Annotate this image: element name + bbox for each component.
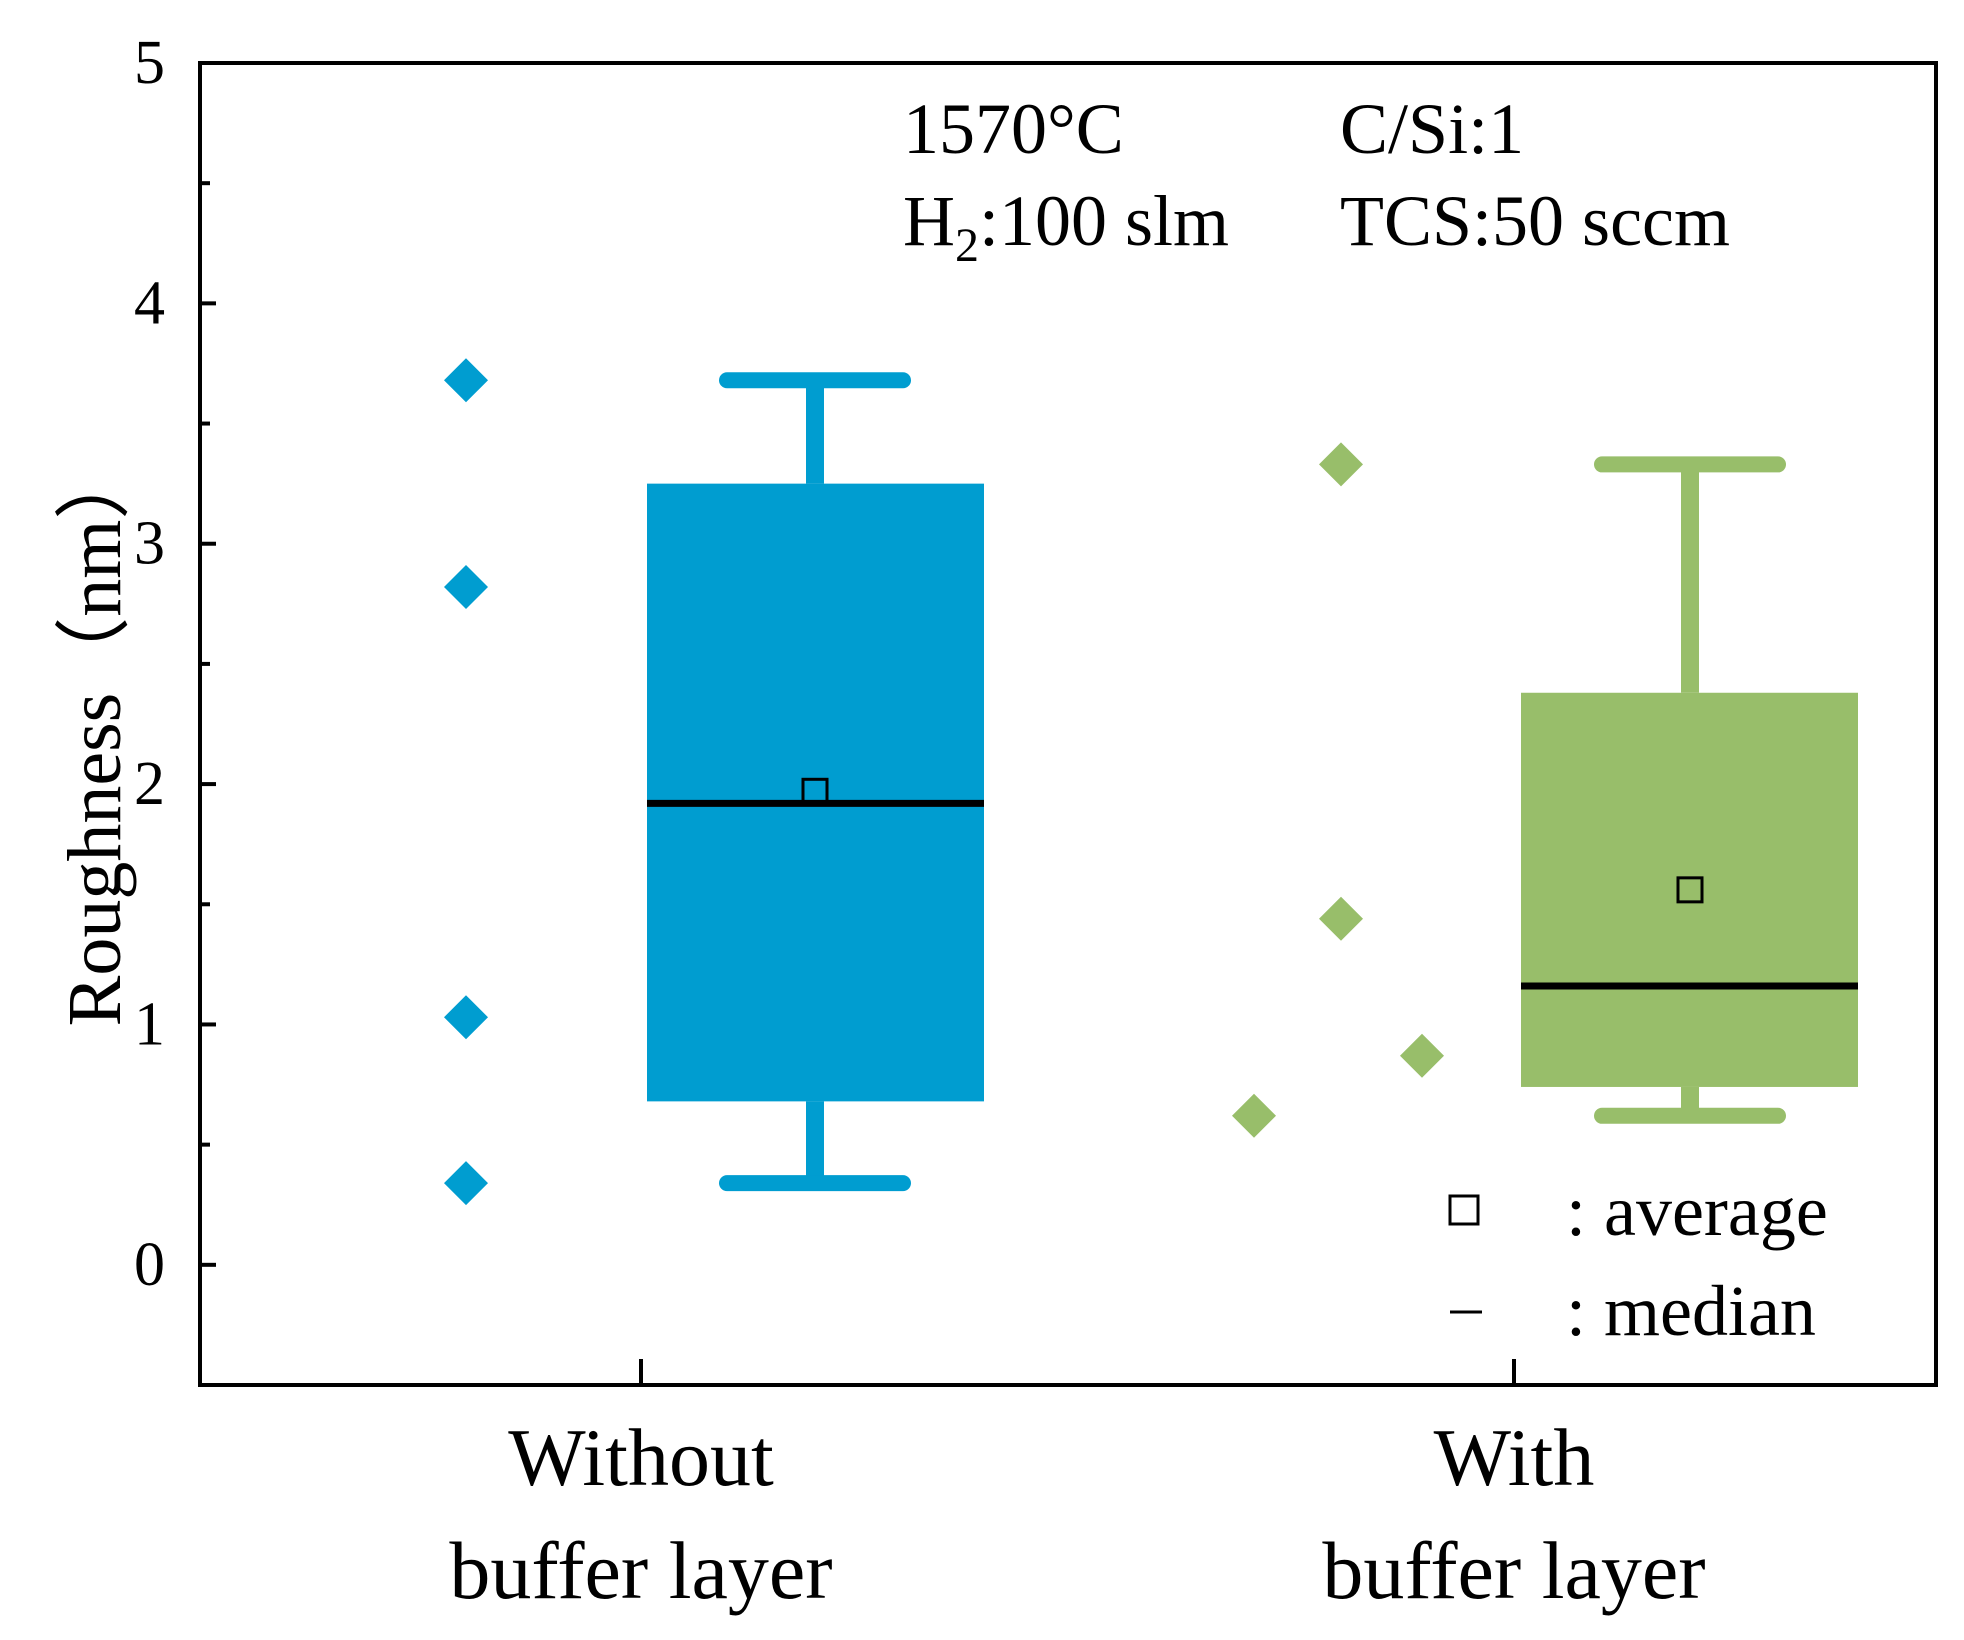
annotation-cs-ratio: C/Si:1	[1340, 89, 1524, 169]
y-tick-label: 0	[134, 1231, 165, 1299]
annotation-tcs-flow: TCS:50 sccm	[1340, 181, 1730, 261]
data-point	[1232, 1093, 1276, 1138]
data-point	[444, 564, 488, 609]
y-tick-label: 2	[134, 750, 165, 818]
annotation-h2-prefix: H	[903, 181, 955, 261]
y-tick-label: 1	[134, 990, 165, 1058]
annotation-temperature: 1570°C	[903, 89, 1124, 169]
y-tick-label: 3	[134, 510, 165, 578]
x-axis-ticks: Without buffer layer With buffer layer	[449, 1359, 1706, 1616]
data-point	[444, 1161, 488, 1206]
legend-average-marker	[1448, 1194, 1480, 1226]
data-point	[1319, 896, 1363, 941]
plot-frame	[198, 61, 1938, 1387]
legend-average-label: : average	[1566, 1171, 1828, 1251]
chart-marks	[444, 358, 1858, 1206]
x-category-label-line1: With	[1434, 1412, 1595, 1503]
data-point	[444, 995, 488, 1040]
x-category-label-line2: buffer layer	[1322, 1525, 1705, 1616]
iqr-box	[647, 483, 984, 1102]
mean-marker	[801, 777, 829, 805]
x-category-label-line1: Without	[508, 1412, 774, 1503]
annotation-h2-suffix: :100 slm	[979, 181, 1229, 261]
annotation-h2-flow: H2:100 slm	[903, 181, 1229, 272]
x-category-label-line2: buffer layer	[449, 1525, 832, 1616]
y-axis-ticks: 0 1 2 3 4 5	[134, 29, 216, 1299]
y-tick-label: 4	[134, 269, 165, 337]
data-point	[1400, 1033, 1444, 1078]
y-axis-title: Roughness（nm）	[53, 444, 137, 1027]
legend-median-label: : median	[1566, 1271, 1816, 1351]
box-series-with-buffer	[1232, 442, 1858, 1138]
y-tick-label: 5	[134, 29, 165, 97]
condition-annotations: 1570°C C/Si:1 H2:100 slm TCS:50 sccm	[903, 89, 1730, 272]
data-point	[1319, 442, 1363, 487]
iqr-box	[1521, 692, 1858, 1087]
mean-marker	[1676, 876, 1704, 904]
legend: : average : median	[1448, 1171, 1828, 1351]
box-series-without-buffer	[444, 358, 984, 1206]
annotation-h2-subscript: 2	[955, 219, 979, 272]
data-point	[444, 358, 488, 403]
